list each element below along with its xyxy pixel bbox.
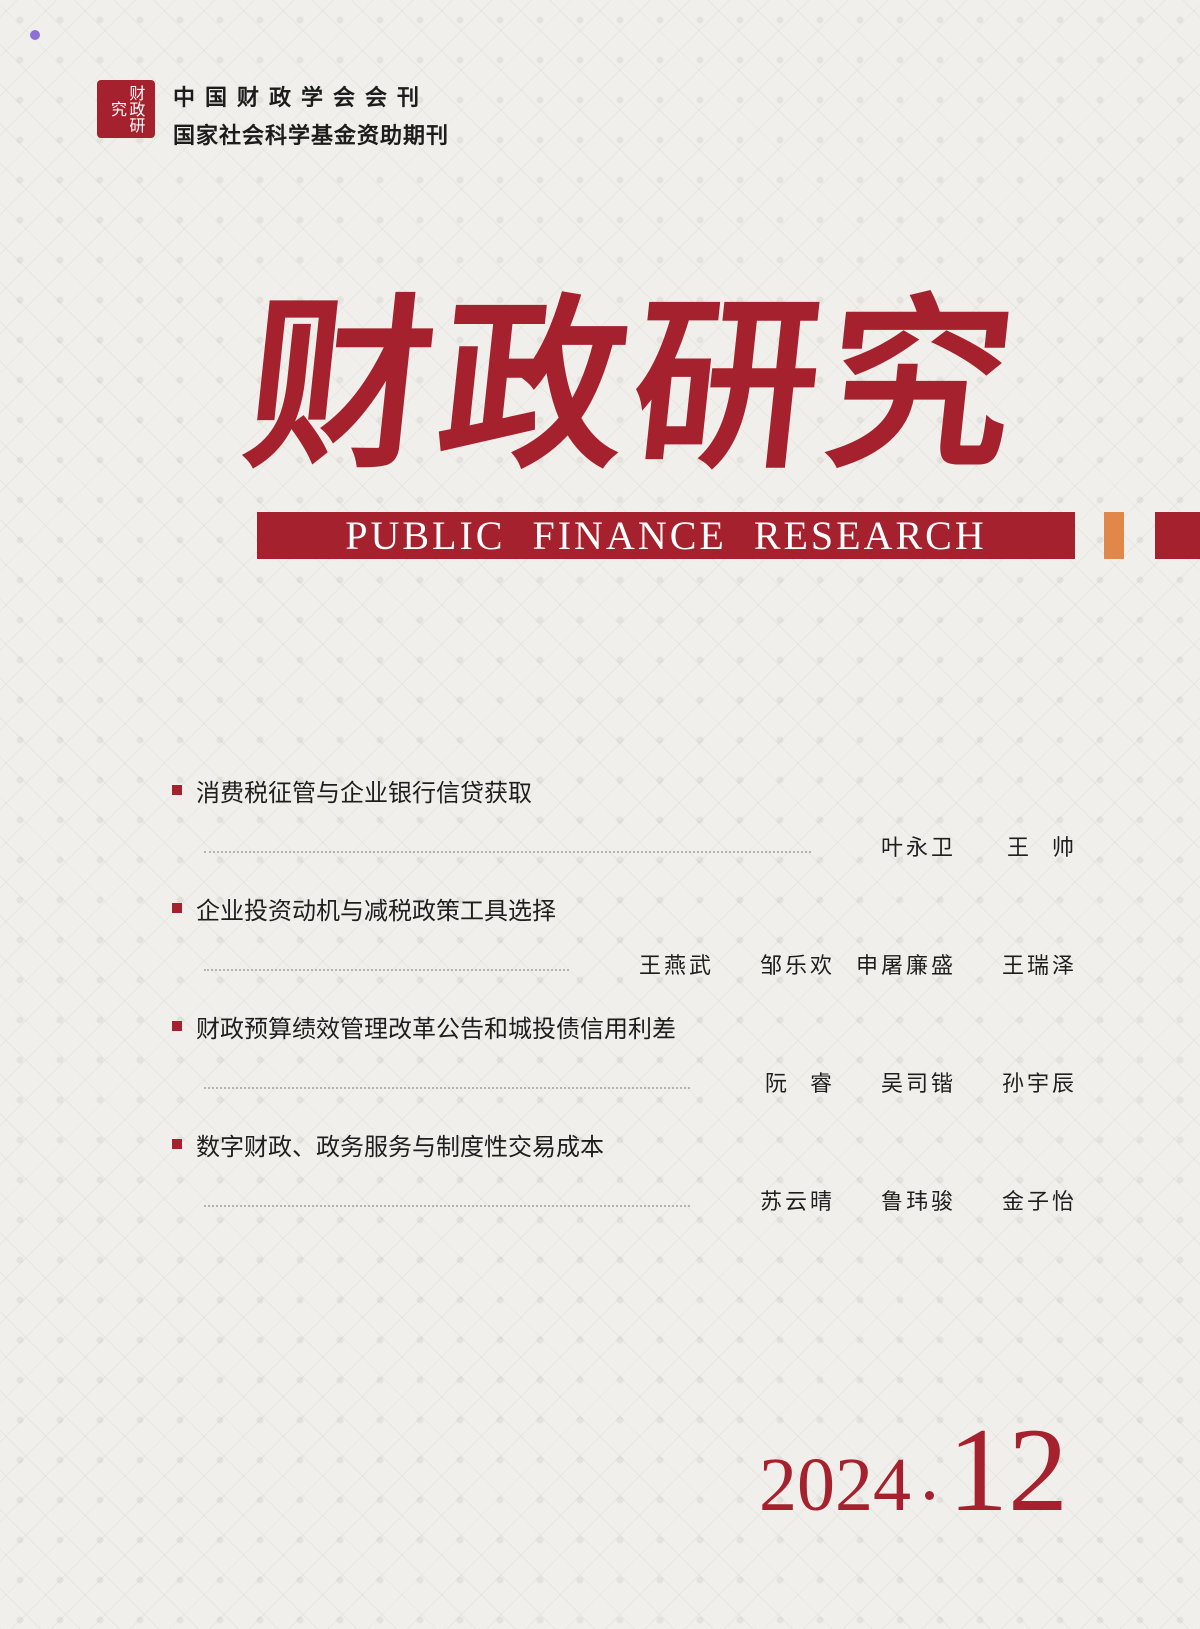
article-title-row: 数字财政、政务服务与制度性交易成本 bbox=[172, 1126, 1077, 1162]
issue-number: 12 bbox=[948, 1403, 1068, 1536]
square-bullet-icon bbox=[172, 903, 182, 913]
article-title-row: 消费税征管与企业银行信贷获取 bbox=[172, 772, 1077, 808]
article-authors: 阮 睿 吴司锴 孙宇辰 bbox=[714, 1066, 1077, 1098]
masthead-title-en: PUBLIC FINANCE RESEARCH bbox=[257, 512, 1075, 559]
accent-red-block bbox=[1155, 512, 1200, 559]
publisher-society-line: 中国财政学会会刊 bbox=[173, 86, 430, 111]
toc-item: 数字财政、政务服务与制度性交易成本苏云晴 鲁玮骏 金子怡 bbox=[172, 1126, 1077, 1216]
author-name: 鲁玮骏 bbox=[880, 1190, 956, 1215]
article-authors: 叶永卫 王 帅 bbox=[835, 830, 1077, 862]
toc-item: 企业投资动机与减税政策工具选择王燕武 邹乐欢 申屠廉盛 王瑞泽 bbox=[172, 890, 1077, 980]
article-title: 财政预算绩效管理改革公告和城投债信用利差 bbox=[196, 1014, 676, 1043]
publisher-header: 财政研究 中国财政学会会刊 国家社会科学基金资助期刊 bbox=[97, 80, 449, 150]
article-title-row: 企业投资动机与减税政策工具选择 bbox=[172, 890, 1077, 926]
toc-item: 财政预算绩效管理改革公告和城投债信用利差阮 睿 吴司锴 孙宇辰 bbox=[172, 1008, 1077, 1098]
dotted-leader bbox=[204, 1205, 690, 1207]
author-name: 阮 睿 bbox=[765, 1072, 835, 1097]
publisher-seal-logo: 财政研究 bbox=[97, 80, 155, 138]
article-title: 数字财政、政务服务与制度性交易成本 bbox=[196, 1132, 604, 1161]
issue-separator-dot bbox=[925, 1491, 934, 1500]
table-of-contents: 消费税征管与企业银行信贷获取叶永卫 王 帅企业投资动机与减税政策工具选择王燕武 邹乐… bbox=[172, 772, 1077, 1244]
author-name: 王 帅 bbox=[1007, 836, 1077, 861]
article-authors-row: 叶永卫 王 帅 bbox=[204, 830, 1077, 862]
article-authors: 苏云晴 鲁玮骏 金子怡 bbox=[714, 1184, 1077, 1216]
accent-orange-block bbox=[1104, 512, 1124, 559]
author-name: 吴司锴 bbox=[880, 1072, 956, 1097]
article-authors-row: 王燕武 邹乐欢 申屠廉盛 王瑞泽 bbox=[204, 948, 1077, 980]
toc-item: 消费税征管与企业银行信贷获取叶永卫 王 帅 bbox=[172, 772, 1077, 862]
article-title: 消费税征管与企业银行信贷获取 bbox=[196, 778, 532, 807]
publisher-lines: 中国财政学会会刊 国家社会科学基金资助期刊 bbox=[173, 80, 449, 150]
corner-dot bbox=[30, 30, 40, 40]
square-bullet-icon bbox=[172, 1139, 182, 1149]
article-authors: 王燕武 邹乐欢 申屠廉盛 王瑞泽 bbox=[593, 948, 1077, 980]
issue-year: 2024 bbox=[759, 1443, 911, 1527]
article-authors-row: 阮 睿 吴司锴 孙宇辰 bbox=[204, 1066, 1077, 1098]
masthead-title-cn: 财政研究 bbox=[236, 276, 1032, 494]
author-name: 邹乐欢 bbox=[759, 954, 835, 979]
square-bullet-icon bbox=[172, 1021, 182, 1031]
dotted-leader bbox=[204, 1087, 690, 1089]
dotted-leader bbox=[204, 969, 569, 971]
article-title-row: 财政预算绩效管理改革公告和城投债信用利差 bbox=[172, 1008, 1077, 1044]
author-name: 申屠廉盛 bbox=[855, 954, 956, 979]
article-title: 企业投资动机与减税政策工具选择 bbox=[196, 896, 556, 925]
square-bullet-icon bbox=[172, 785, 182, 795]
issue-label: 2024 12 bbox=[759, 1410, 1068, 1530]
author-name: 王瑞泽 bbox=[1001, 954, 1077, 979]
author-name: 孙宇辰 bbox=[1001, 1072, 1077, 1097]
author-name: 苏云晴 bbox=[759, 1190, 835, 1215]
author-name: 叶永卫 bbox=[880, 836, 956, 861]
publisher-fund-line: 国家社会科学基金资助期刊 bbox=[173, 124, 450, 149]
author-name: 金子怡 bbox=[1001, 1190, 1077, 1215]
dotted-leader bbox=[204, 851, 811, 853]
article-authors-row: 苏云晴 鲁玮骏 金子怡 bbox=[204, 1184, 1077, 1216]
author-name: 王燕武 bbox=[638, 954, 714, 979]
